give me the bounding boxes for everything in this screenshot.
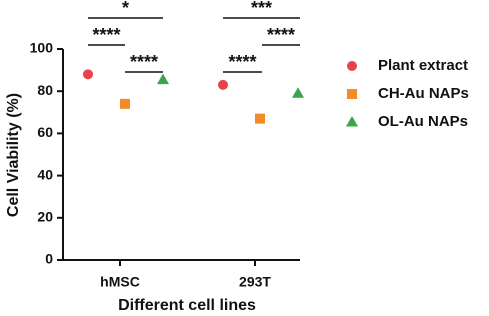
data-point <box>157 73 169 85</box>
x-axis-label: Different cell lines <box>118 297 256 314</box>
y-tick-label: 100 <box>30 40 54 56</box>
data-point <box>120 98 130 109</box>
x-tick-label: hMSC <box>100 274 140 290</box>
significance-label: * <box>122 0 129 18</box>
data-point <box>218 79 228 90</box>
legend-label: Plant extract <box>378 57 468 74</box>
legend-marker <box>346 116 358 127</box>
data-point <box>292 87 304 98</box>
x-tick-label: 293T <box>239 274 271 290</box>
legend-marker <box>347 61 357 71</box>
significance-label: **** <box>228 52 256 72</box>
significance-label: *** <box>251 0 272 18</box>
y-axis-label: Cell Viability (%) <box>5 93 22 217</box>
y-tick-label: 0 <box>45 251 53 267</box>
y-tick-label: 40 <box>37 166 53 182</box>
significance-label: **** <box>267 25 295 45</box>
data-point <box>83 69 93 80</box>
y-tick-label: 80 <box>37 82 53 98</box>
y-tick-label: 20 <box>37 209 53 225</box>
data-point <box>255 113 265 124</box>
y-tick-label: 60 <box>37 124 53 140</box>
legend-label: OL-Au NAPs <box>378 113 468 130</box>
legend-label: CH-Au NAPs <box>378 85 469 102</box>
legend-marker <box>347 89 357 99</box>
significance-label: **** <box>92 25 120 45</box>
significance-label: **** <box>130 52 158 72</box>
